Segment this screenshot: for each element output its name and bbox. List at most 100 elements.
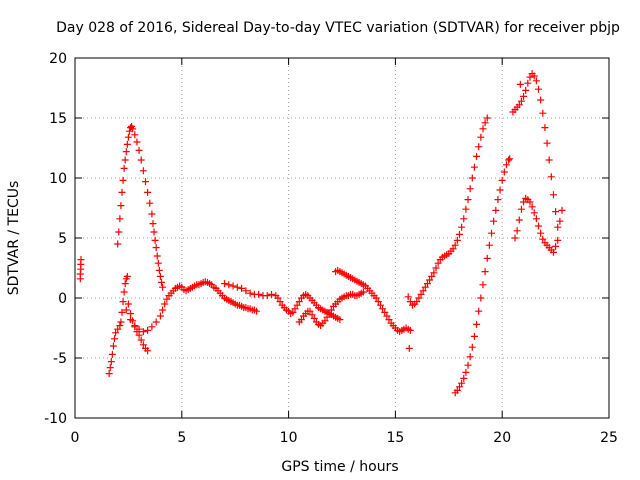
data-point <box>517 97 525 105</box>
data-point <box>325 310 333 318</box>
data-point <box>137 336 145 344</box>
data-point <box>458 223 466 231</box>
data-point <box>466 185 474 193</box>
y-tick-label: 0 <box>58 291 67 307</box>
data-point <box>520 92 528 100</box>
data-point <box>253 307 261 315</box>
data-point <box>385 316 393 324</box>
data-point <box>107 358 115 366</box>
data-point <box>306 307 314 315</box>
data-point <box>381 308 389 316</box>
data-point <box>473 152 481 160</box>
data-point <box>263 292 271 300</box>
data-point <box>530 72 538 80</box>
data-point <box>547 173 555 181</box>
data-point <box>404 293 412 301</box>
grid-lines <box>75 58 609 418</box>
data-point <box>549 248 557 256</box>
data-point <box>541 124 549 132</box>
data-point <box>289 308 297 316</box>
data-point <box>109 342 117 350</box>
data-point <box>156 272 164 280</box>
data-point <box>111 335 119 343</box>
data-point <box>543 139 551 147</box>
data-point <box>242 287 250 295</box>
data-point <box>490 217 498 225</box>
data-point <box>481 268 489 276</box>
y-tick-label: -10 <box>44 411 67 427</box>
data-point <box>506 155 514 163</box>
data-marks <box>76 70 566 397</box>
data-point <box>421 283 429 291</box>
data-point <box>462 205 470 213</box>
data-point <box>151 236 159 244</box>
x-axis-label: GPS time / hours <box>281 459 398 475</box>
data-point <box>148 323 156 331</box>
data-point <box>139 167 147 175</box>
data-point <box>127 316 135 324</box>
data-point <box>148 210 156 218</box>
data-point <box>515 216 523 224</box>
y-tick-label: 5 <box>58 231 67 247</box>
data-point <box>135 146 143 154</box>
x-tick-label: 10 <box>280 430 298 446</box>
data-point <box>359 288 367 296</box>
data-point <box>379 305 387 313</box>
data-point <box>144 326 152 334</box>
data-point <box>120 288 128 296</box>
data-point <box>255 290 263 298</box>
data-point <box>524 79 532 87</box>
x-tick-label: 15 <box>386 430 404 446</box>
data-point <box>163 295 171 303</box>
data-point <box>517 205 525 213</box>
data-point <box>494 196 502 204</box>
data-point <box>483 254 491 262</box>
data-point <box>505 156 513 164</box>
data-point <box>323 313 331 321</box>
data-point <box>327 306 335 314</box>
data-point <box>453 236 461 244</box>
data-point <box>528 203 536 211</box>
data-point <box>152 244 160 252</box>
data-point <box>515 101 523 109</box>
data-point <box>124 133 132 141</box>
data-point <box>118 308 126 316</box>
data-point <box>117 318 125 326</box>
data-point <box>520 198 528 206</box>
y-tick-label: 15 <box>49 111 67 127</box>
data-point <box>127 310 135 318</box>
data-point <box>475 307 483 315</box>
data-point <box>462 368 470 376</box>
data-point <box>468 174 476 182</box>
data-point <box>114 240 122 248</box>
plot-frame <box>74 57 610 419</box>
data-point <box>455 383 463 391</box>
data-point <box>479 281 487 289</box>
y-tick-label: -5 <box>53 351 67 367</box>
data-point <box>376 301 384 309</box>
data-point <box>532 215 540 223</box>
data-point <box>238 284 246 292</box>
data-point <box>123 140 131 148</box>
data-point <box>468 343 476 351</box>
data-point <box>135 325 143 333</box>
data-point <box>552 242 560 250</box>
data-point <box>415 294 423 302</box>
data-point <box>233 283 241 291</box>
data-point <box>522 86 530 94</box>
data-point <box>413 298 421 306</box>
data-point <box>513 227 521 235</box>
data-point <box>77 256 85 264</box>
data-point <box>449 245 457 253</box>
data-point <box>423 280 431 288</box>
x-tick-label: 5 <box>177 430 186 446</box>
data-point <box>406 326 414 334</box>
data-point <box>336 316 344 324</box>
data-point <box>419 287 427 295</box>
data-point <box>526 198 534 206</box>
data-point <box>291 305 299 313</box>
data-point <box>554 223 562 231</box>
data-point <box>492 206 500 214</box>
data-point <box>154 259 162 267</box>
